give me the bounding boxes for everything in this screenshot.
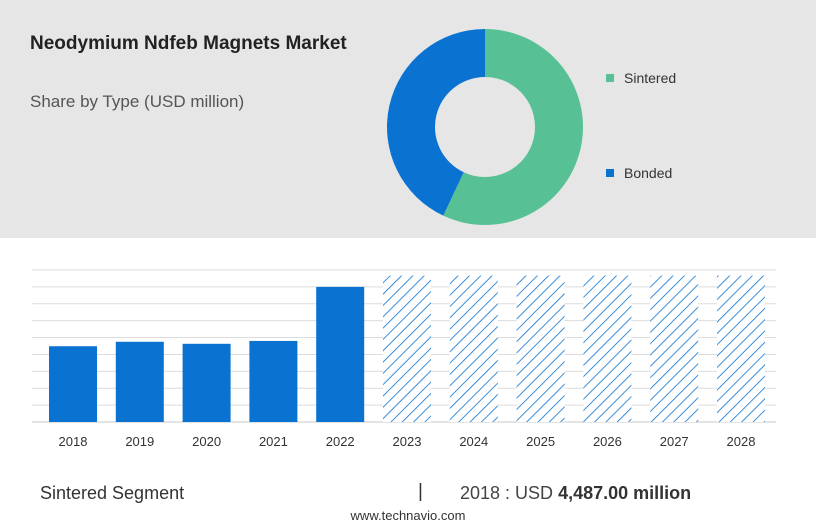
bar-2022 xyxy=(316,286,365,422)
legend-swatch xyxy=(606,169,614,178)
bar-forecast-2026 xyxy=(583,275,632,422)
bar-forecast-2027 xyxy=(650,275,699,422)
bar-forecast-2025 xyxy=(516,275,565,422)
footer-separator: | xyxy=(418,481,423,502)
bar-chart: 2018 2019 2020 2021 2022 2023 2024 2025 2026 2027… xyxy=(32,269,776,449)
year-prefix: 2018 : USD xyxy=(460,483,554,503)
donut-slice-sintered xyxy=(443,29,583,225)
x-tick-label: 2019 xyxy=(125,434,154,449)
x-tick-label: 2026 xyxy=(593,434,622,449)
website-link[interactable]: www.technavio.com xyxy=(350,508,466,523)
x-tick-label: 2025 xyxy=(526,434,555,449)
bar-forecast-2028 xyxy=(717,275,765,422)
x-tick-label: 2024 xyxy=(459,434,488,449)
donut-chart xyxy=(387,29,583,225)
x-tick-label: 2027 xyxy=(660,434,689,449)
value-text: 4,487.00 million xyxy=(558,483,692,503)
bar-forecast-2024 xyxy=(449,275,498,422)
legend-swatch xyxy=(606,74,614,83)
chart-title: Neodymium Ndfeb Magnets Market xyxy=(30,33,347,54)
segment-label: Sintered Segment xyxy=(40,483,185,503)
bar-2019 xyxy=(115,341,164,422)
bar-2021 xyxy=(249,340,298,422)
x-tick-label: 2028 xyxy=(727,434,756,449)
x-tick-label: 2018 xyxy=(59,434,88,449)
bar-2018 xyxy=(49,346,97,422)
x-tick-label: 2020 xyxy=(192,434,221,449)
legend-label: Bonded xyxy=(624,165,673,181)
bar-forecast-2023 xyxy=(383,275,431,422)
legend-item-bonded: Bonded xyxy=(606,165,672,181)
legend-label: Sintered xyxy=(624,70,677,86)
x-tick-label: 2022 xyxy=(326,434,355,449)
donut-slice-bonded xyxy=(387,29,485,216)
segment-value: 2018 : USD 4,487.00 million xyxy=(460,483,691,504)
legend-item-sintered: Sintered xyxy=(606,70,676,86)
bar-2020 xyxy=(182,343,231,422)
x-tick-label: 2023 xyxy=(393,434,422,449)
x-tick-label: 2021 xyxy=(259,434,288,449)
chart-subtitle: Share by Type (USD million) xyxy=(30,92,245,111)
